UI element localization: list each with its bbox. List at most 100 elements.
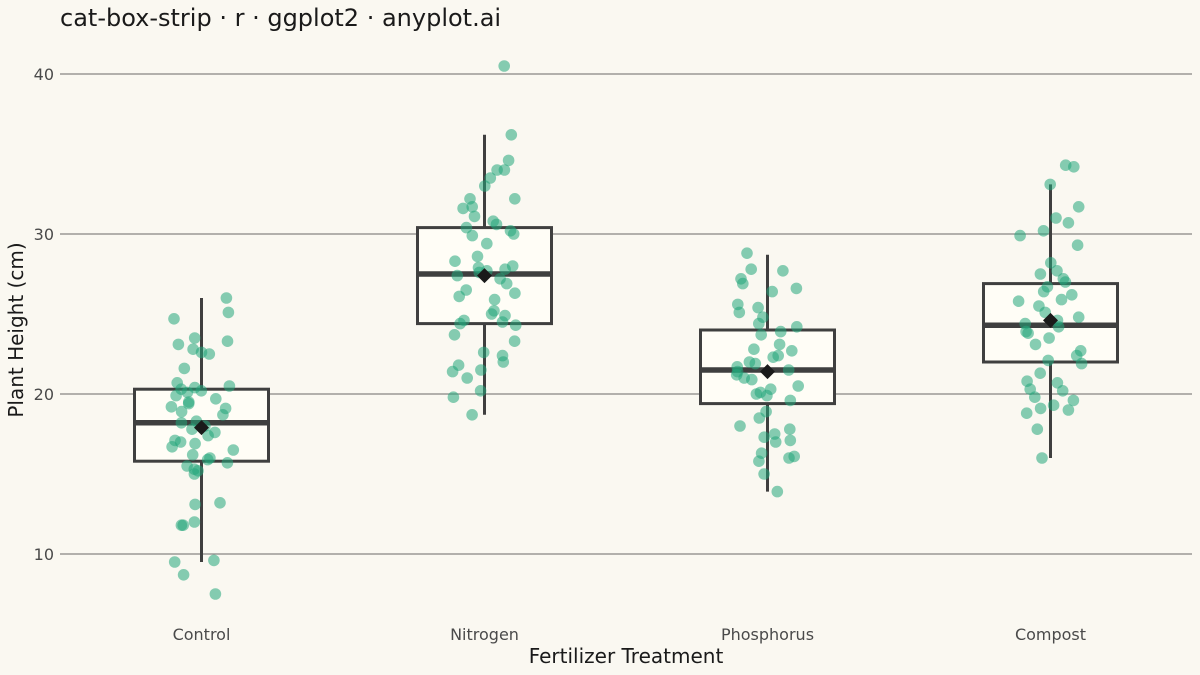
data-point: [1037, 285, 1050, 298]
data-point: [1031, 423, 1044, 436]
data-point: [488, 293, 501, 306]
y-tick-labels: 10 20 30 40: [34, 65, 54, 564]
x-tick-label: Control: [173, 625, 231, 644]
data-point: [1042, 354, 1054, 367]
data-point: [1066, 289, 1078, 301]
data-point: [454, 317, 466, 330]
data-point: [499, 263, 511, 276]
data-point: [451, 269, 464, 282]
data-point: [175, 417, 188, 429]
data-point: [201, 453, 214, 466]
data-point: [767, 351, 779, 364]
data-point: [1014, 229, 1026, 242]
data-point: [1036, 452, 1048, 464]
box-layer: [133, 134, 1119, 562]
data-point: [457, 202, 469, 215]
data-point: [750, 388, 763, 400]
data-point: [749, 357, 762, 370]
data-point: [498, 60, 511, 72]
y-tick-label: 30: [34, 225, 54, 244]
data-point: [1071, 239, 1084, 251]
data-point: [1068, 161, 1080, 173]
data-point: [448, 329, 461, 341]
chart-title: cat-box-strip · r · ggplot2 · anyplot.ai: [60, 4, 501, 32]
data-point: [1020, 407, 1033, 420]
data-point: [220, 292, 233, 304]
data-point: [792, 380, 804, 392]
data-point: [189, 437, 201, 450]
data-point: [221, 335, 234, 348]
mean-marker: [1043, 312, 1058, 328]
data-point: [188, 332, 201, 344]
x-tick-label: Phosphorus: [721, 625, 814, 644]
mean-marker: [477, 268, 492, 284]
data-point: [769, 436, 782, 448]
y-tick-label: 20: [34, 385, 54, 404]
data-point: [182, 397, 195, 410]
data-point: [733, 306, 746, 319]
data-point: [466, 409, 478, 421]
data-point: [1072, 311, 1085, 324]
data-point: [748, 343, 760, 356]
data-point: [461, 372, 474, 384]
data-point: [166, 441, 178, 453]
data-point: [466, 201, 479, 213]
box-control: [133, 298, 270, 562]
data-point: [490, 218, 503, 231]
data-point: [223, 380, 236, 392]
data-point: [784, 423, 796, 436]
data-point: [174, 436, 187, 448]
data-point: [509, 319, 522, 332]
data-point: [485, 308, 498, 320]
data-point: [172, 338, 185, 351]
box-phosphorus: [699, 254, 836, 492]
data-point: [758, 468, 770, 480]
data-point: [1050, 212, 1062, 224]
data-point: [168, 313, 180, 325]
data-point: [1034, 402, 1047, 415]
y-tick-label: 40: [34, 65, 54, 84]
data-point: [734, 420, 746, 432]
data-point: [209, 588, 222, 600]
data-point: [453, 290, 466, 303]
data-point: [479, 180, 491, 192]
data-point: [508, 335, 521, 348]
data-point: [1022, 327, 1034, 340]
data-point: [784, 394, 797, 407]
data-point: [1037, 225, 1050, 237]
data-point: [477, 346, 490, 359]
data-point: [203, 348, 216, 360]
data-point: [741, 247, 753, 259]
data-point: [758, 431, 770, 444]
x-tick-label: Nitrogen: [450, 625, 519, 644]
data-point: [186, 449, 199, 461]
data-point: [1047, 399, 1060, 412]
data-point: [221, 457, 234, 469]
data-point: [227, 444, 240, 456]
data-point: [505, 129, 518, 141]
data-point: [165, 401, 178, 413]
iqr-box: [699, 328, 836, 406]
data-point: [474, 385, 487, 397]
data-point: [446, 365, 459, 378]
data-point: [737, 277, 749, 290]
data-point: [1072, 201, 1085, 213]
y-axis-title: Plant Height (cm): [4, 242, 28, 417]
data-point: [210, 393, 222, 405]
data-point: [460, 221, 473, 234]
data-point: [1012, 295, 1025, 308]
mean-marker: [760, 364, 775, 380]
data-point: [497, 356, 510, 368]
data-point: [753, 412, 766, 424]
data-point: [782, 364, 795, 376]
data-point: [1052, 321, 1065, 333]
data-point: [175, 405, 188, 418]
data-point: [1029, 338, 1042, 351]
data-point: [746, 373, 758, 386]
data-point: [195, 385, 208, 397]
data-point: [1044, 178, 1056, 191]
y-tick-label: 10: [34, 545, 54, 564]
jitter-points: [165, 60, 1088, 600]
data-point: [791, 321, 803, 333]
data-point: [509, 193, 521, 205]
